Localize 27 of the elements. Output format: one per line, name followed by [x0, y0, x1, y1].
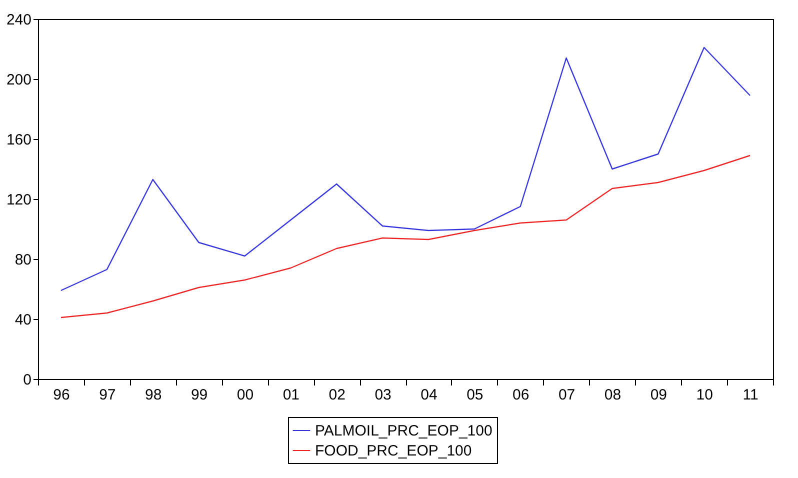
legend-label: FOOD_PRC_EOP_100 — [315, 442, 472, 460]
x-tick-label: 10 — [696, 386, 713, 404]
y-tick-label: 120 — [6, 192, 32, 208]
x-tick-label: 11 — [742, 386, 758, 404]
line-series — [60, 46, 751, 292]
x-tick-label: 05 — [466, 386, 484, 404]
x-tick-label: 03 — [374, 386, 392, 404]
x-tick-label: 04 — [420, 386, 438, 404]
x-tick-label: 99 — [190, 386, 208, 404]
x-tick-label: 06 — [512, 386, 530, 404]
y-tick-label: 80 — [14, 252, 32, 268]
y-tick-label: 200 — [6, 72, 32, 88]
x-tick-label: 97 — [99, 386, 116, 404]
x-tick-label: 00 — [236, 386, 254, 404]
x-tick-label: 98 — [145, 386, 162, 404]
y-tick-label: 40 — [14, 312, 32, 328]
line-series — [60, 154, 751, 318]
y-tick-label: 0 — [23, 372, 32, 388]
y-tick-label: 160 — [6, 132, 32, 148]
x-tick-label: 09 — [650, 386, 667, 404]
x-tick-label: 96 — [53, 386, 70, 404]
x-tick-label: 02 — [328, 386, 346, 404]
x-tick-label: 08 — [604, 386, 622, 404]
x-tick-label: 01 — [282, 386, 300, 404]
y-tick-label: 240 — [6, 12, 32, 28]
x-tick-label: 07 — [558, 386, 576, 404]
legend-label: PALMOIL_PRC_EOP_100 — [315, 422, 492, 440]
